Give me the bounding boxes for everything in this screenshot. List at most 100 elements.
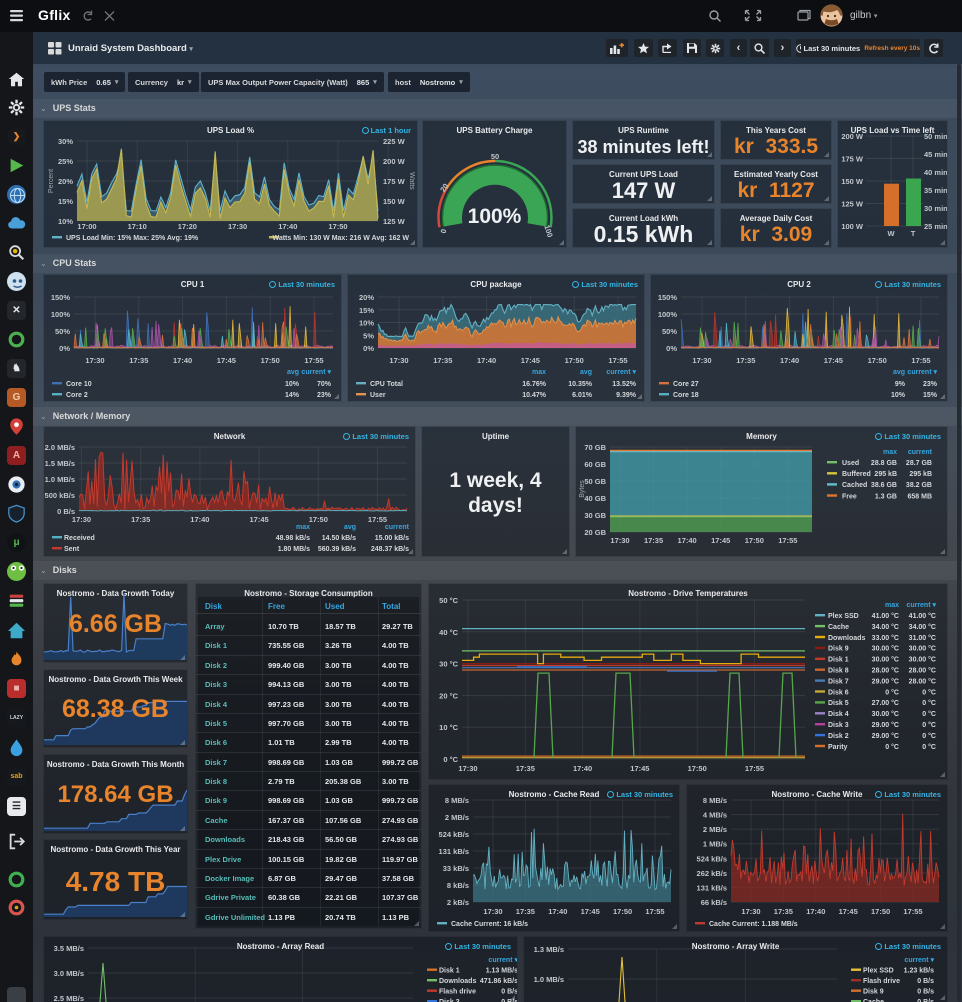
svg-text:23%: 23% [317,392,332,399]
svg-text:Cache Current: 1.188 MB/s: Cache Current: 1.188 MB/s [709,921,798,928]
svg-text:Disk 9: Disk 9 [828,646,849,653]
svg-text:Disk 7: Disk 7 [828,678,849,685]
svg-text:17:50: 17:50 [328,222,347,231]
svg-text:30.00 °C: 30.00 °C [872,645,899,653]
svg-text:User: User [370,392,386,399]
svg-text:70%: 70% [317,381,332,388]
svg-text:17:50: 17:50 [309,515,328,524]
svg-text:29.00 °C: 29.00 °C [872,677,899,685]
svg-text:17:50: 17:50 [868,356,887,365]
svg-text:0 °C: 0 °C [922,732,936,740]
svg-text:2 kB/s: 2 kB/s [447,898,469,907]
svg-text:150 W: 150 W [383,197,406,206]
svg-text:15.00 kB/s: 15.00 kB/s [375,535,409,542]
svg-text:30%: 30% [58,137,73,146]
svg-text:1.0 MB/s: 1.0 MB/s [45,475,75,484]
svg-text:15%: 15% [923,392,938,399]
svg-text:current ▾: current ▾ [904,957,934,964]
svg-text:17:45: 17:45 [824,356,843,365]
svg-text:Used: Used [842,460,859,467]
svg-text:17:35: 17:35 [131,515,150,524]
svg-text:295 kB: 295 kB [909,471,932,478]
svg-text:23%: 23% [923,381,938,388]
svg-text:Percent: Percent [48,169,55,193]
svg-text:0 °C: 0 °C [922,743,936,751]
svg-text:17:40: 17:40 [780,356,799,365]
svg-text:50: 50 [491,152,499,161]
svg-text:max: max [885,602,899,609]
svg-text:20%: 20% [58,177,73,186]
svg-text:0%: 0% [363,344,374,353]
svg-text:0 B/s: 0 B/s [917,989,934,996]
svg-text:17:30: 17:30 [228,222,247,231]
svg-text:17:55: 17:55 [608,356,627,365]
svg-text:1.0 MB/s: 1.0 MB/s [534,975,564,984]
svg-text:Downloads: Downloads [828,635,865,642]
svg-text:17:30: 17:30 [483,907,502,916]
svg-text:8 kB/s: 8 kB/s [447,881,469,890]
svg-text:125 W: 125 W [383,217,406,226]
svg-text:1.23 kB/s: 1.23 kB/s [904,968,934,975]
svg-text:33.00 °C: 33.00 °C [872,634,899,642]
svg-text:30.00 °C: 30.00 °C [909,656,936,664]
svg-text:16.76%: 16.76% [522,381,547,388]
svg-text:avg: avg [580,369,592,376]
svg-text:17:40: 17:40 [190,515,209,524]
svg-text:131 kB/s: 131 kB/s [697,883,727,892]
svg-text:29.00 °C: 29.00 °C [872,732,899,740]
svg-text:14%: 14% [285,392,300,399]
svg-text:60 GB: 60 GB [584,460,606,469]
svg-text:0 °C: 0 °C [885,688,899,696]
svg-text:17:10: 17:10 [128,222,147,231]
svg-text:25%: 25% [58,157,73,166]
svg-text:Disk 3: Disk 3 [439,999,460,1002]
svg-text:3.5 MB/s: 3.5 MB/s [54,944,84,953]
svg-text:10%: 10% [359,319,374,328]
svg-text:17:35: 17:35 [644,536,663,545]
svg-text:0 B/s: 0 B/s [917,999,934,1002]
svg-text:100%: 100% [658,310,678,319]
svg-text:current: current [385,524,410,531]
svg-text:0: 0 [439,228,449,234]
svg-text:max: max [296,524,310,531]
svg-text:131 kB/s: 131 kB/s [439,847,469,856]
svg-text:17:50: 17:50 [261,356,280,365]
svg-text:0 °C: 0 °C [443,755,458,764]
svg-text:17:45: 17:45 [581,907,600,916]
svg-text:Cached: Cached [842,482,867,489]
svg-text:Cache: Cache [828,624,849,631]
svg-text:17:35: 17:35 [516,907,535,916]
svg-text:UPS Load Min: 15% Max: 25%: UPS Load Min: 15% Max: 25% Avg: 19% [66,235,199,242]
svg-text:Plex SSD: Plex SSD [828,613,859,620]
svg-text:17:45: 17:45 [250,515,269,524]
svg-text:175 W: 175 W [841,155,864,164]
svg-text:17:00: 17:00 [77,222,96,231]
svg-text:17:40: 17:40 [806,907,825,916]
svg-text:17:50: 17:50 [745,536,764,545]
svg-text:200 W: 200 W [383,157,406,166]
svg-text:17:35: 17:35 [774,907,793,916]
svg-text:17:30: 17:30 [692,356,711,365]
svg-text:avg: avg [893,369,905,376]
svg-text:6.01%: 6.01% [572,392,593,399]
svg-text:Disk 3: Disk 3 [828,722,849,729]
svg-text:28.8 GB: 28.8 GB [871,460,897,467]
svg-text:17:35: 17:35 [736,356,755,365]
svg-text:1.3 MB/s: 1.3 MB/s [534,945,564,954]
svg-text:Disk 6: Disk 6 [828,689,849,696]
svg-text:Cache Current: 16 kB/s: Cache Current: 16 kB/s [451,921,528,928]
svg-text:current ▾: current ▾ [301,369,331,376]
svg-text:17:45: 17:45 [630,764,649,773]
svg-text:T: T [911,229,916,238]
svg-text:17:35: 17:35 [516,764,535,773]
svg-text:248.37 kB/s: 248.37 kB/s [371,546,409,553]
svg-text:17:40: 17:40 [173,356,192,365]
svg-text:17:40: 17:40 [278,222,297,231]
svg-text:100%: 100% [51,310,71,319]
svg-text:Disk 9: Disk 9 [863,989,884,996]
svg-text:150 W: 150 W [841,177,864,186]
svg-text:28.00 °C: 28.00 °C [909,667,936,675]
svg-text:15%: 15% [359,306,374,315]
svg-text:175 W: 175 W [383,177,406,186]
svg-text:20 GB: 20 GB [584,528,606,537]
